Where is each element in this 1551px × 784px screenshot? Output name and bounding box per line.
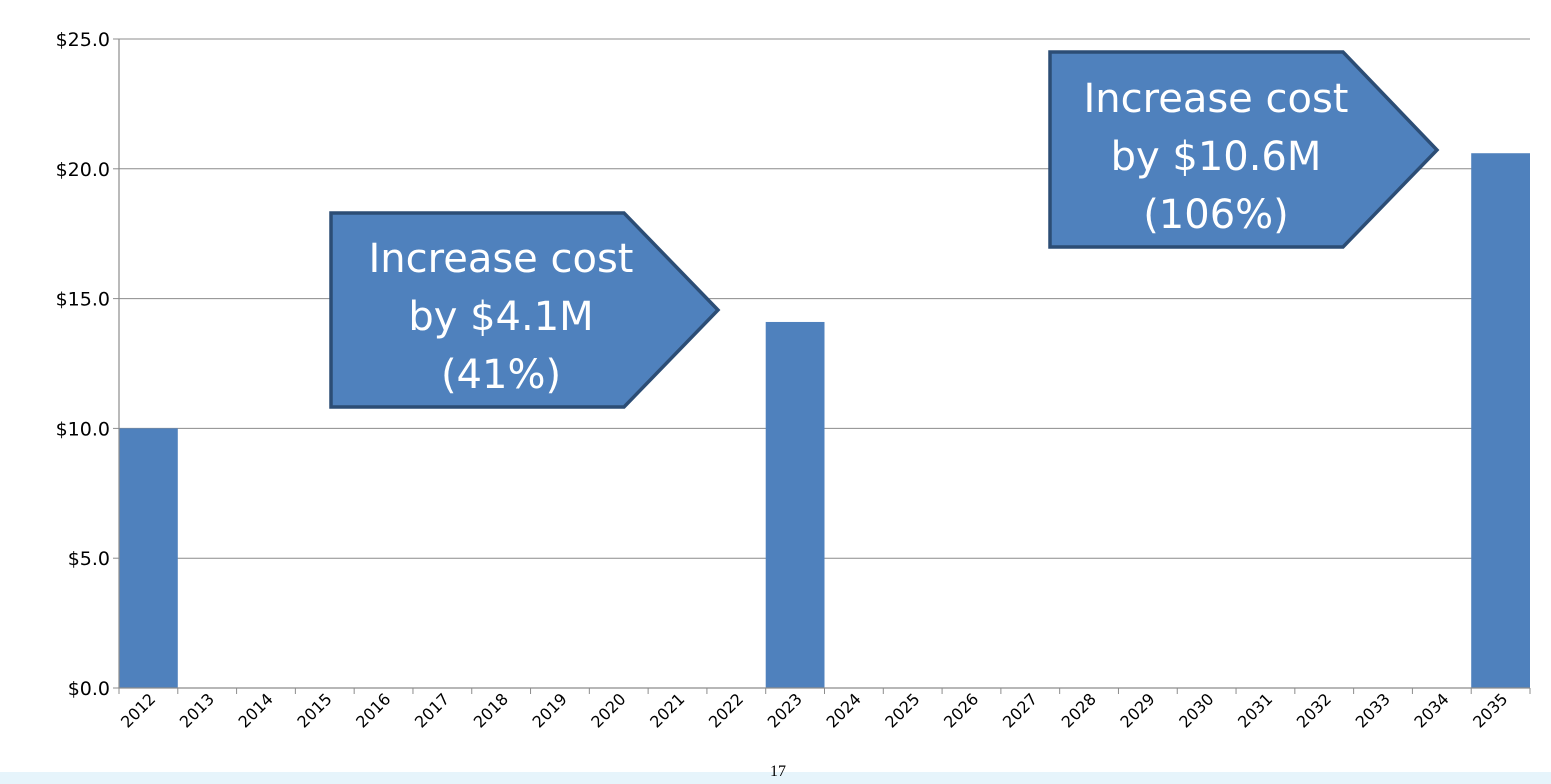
callout-text-1: by $4.1M	[408, 294, 593, 340]
bar-2012	[119, 428, 178, 688]
y-tick-label: $15.0	[56, 289, 110, 311]
y-tick-labels: $0.0 $5.0 $10.0 $15.0 $20.0 $25.0	[56, 29, 110, 700]
bar-2023	[765, 321, 825, 688]
callout-text-2: Increase cost	[1084, 76, 1349, 122]
callout-text-1: (41%)	[441, 352, 561, 398]
y-tick-label: $5.0	[68, 548, 110, 570]
page-number: 17	[770, 763, 786, 780]
callout-text-1: Increase cost	[369, 236, 634, 282]
callout-arrow-1	[329, 211, 721, 409]
y-tick-label: $10.0	[56, 418, 110, 440]
bar-2035	[1471, 153, 1530, 688]
axes	[118, 39, 1531, 694]
y-tick-label: $25.0	[56, 29, 110, 51]
callouts: Increase cost by $4.1M (41%) Increase cost b…	[329, 50, 1440, 409]
callout-text-2: by $10.6M	[1111, 134, 1322, 180]
callout-text-2: (106%)	[1143, 192, 1289, 238]
y-tick-label: $0.0	[68, 678, 110, 700]
y-tick-label: $20.0	[56, 159, 110, 181]
callout-arrow-2	[1048, 50, 1440, 249]
bars	[119, 153, 1530, 688]
